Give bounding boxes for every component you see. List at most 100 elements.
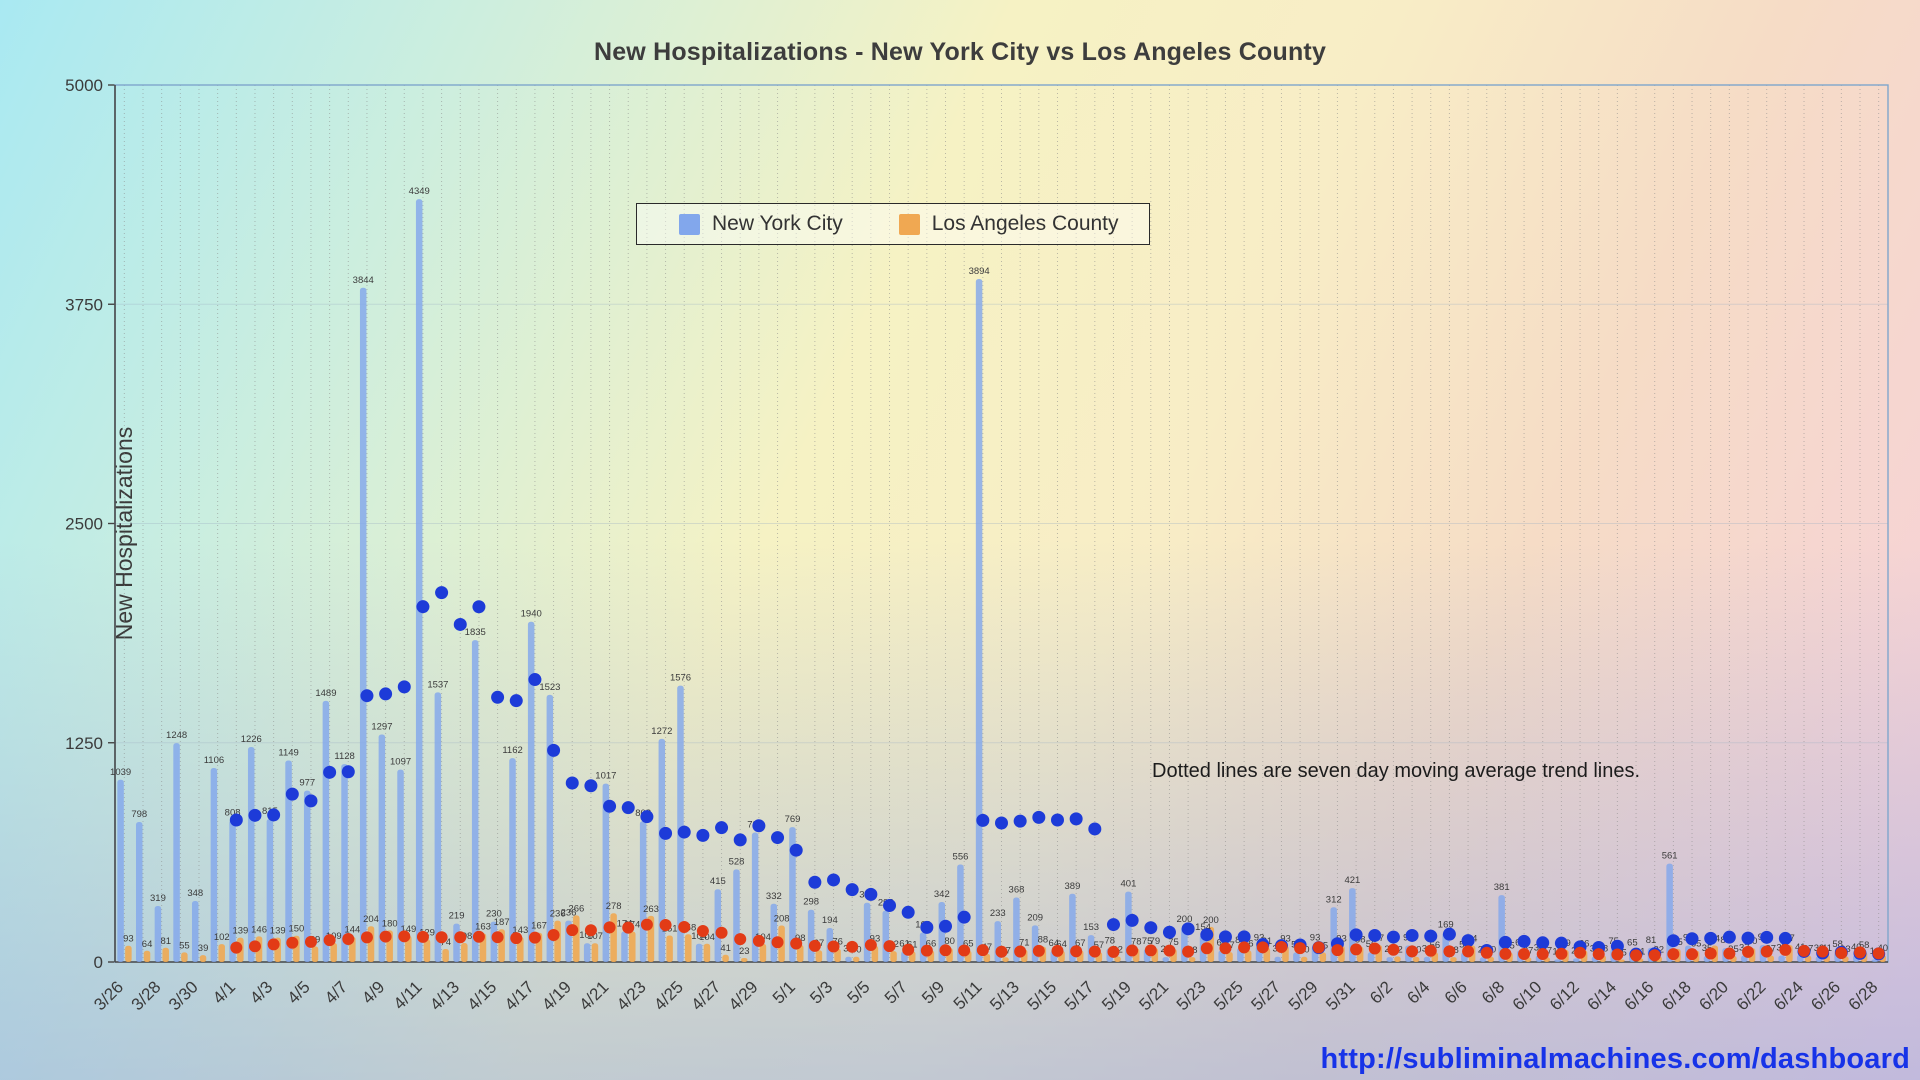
nyc-bar-value-label: 389 (1065, 881, 1081, 892)
la-trend-dot (1723, 947, 1736, 960)
la-bar (1114, 956, 1121, 962)
x-tick-label: 5/3 (806, 977, 836, 1007)
x-tick-label: 5/29 (1285, 977, 1322, 1014)
la-trend-dot (1424, 944, 1437, 957)
nyc-trend-dot (1704, 931, 1718, 945)
dashboard-url-link[interactable]: http://subliminalmachines.com/dashboard (1320, 1043, 1910, 1075)
la-trend-dot (510, 932, 523, 945)
la-bar (181, 952, 188, 962)
nyc-bar (621, 931, 628, 962)
nyc-trend-dot (771, 831, 785, 845)
la-trend-dot (1872, 947, 1885, 960)
nyc-trend-dot (621, 801, 635, 815)
la-bar (218, 944, 225, 962)
nyc-bar-value-label: 1106 (204, 755, 224, 766)
x-tick-label: 6/14 (1583, 977, 1620, 1014)
la-bar-value-label: 71 (1019, 938, 1030, 949)
nyc-bar (1349, 888, 1356, 962)
la-bar-value-label: 163 (475, 921, 491, 932)
nyc-bar-value-label: 61 (899, 938, 910, 949)
nyc-bar (1069, 893, 1076, 962)
nyc-bar (770, 903, 778, 962)
nyc-bar (714, 889, 722, 962)
nyc-bar-value-label: 233 (990, 908, 1006, 919)
nyc-bar-value-label: 4349 (409, 186, 430, 197)
la-bar-value-label: 23 (739, 946, 750, 957)
nyc-bar (1554, 959, 1561, 962)
la-bar (1188, 957, 1196, 962)
la-bar-value-label: 65 (963, 939, 974, 950)
y-tick-label: 3750 (65, 295, 103, 314)
nyc-bar-value-label: 35 (1702, 943, 1713, 954)
nyc-trend-dot (491, 690, 505, 704)
nyc-bar-value-label: 93 (1310, 933, 1321, 944)
la-trend-dot (883, 940, 896, 953)
la-trend-dot (902, 943, 915, 956)
nyc-bar-value-label: 1017 (595, 771, 616, 782)
x-tick-label: 5/9 (918, 977, 948, 1007)
la-bar (797, 944, 804, 962)
nyc-trend-dot (1181, 922, 1195, 936)
la-bar-value-label: 65 (1691, 939, 1702, 950)
nyc-bar-value-label: 1523 (539, 682, 560, 693)
la-trend-dot (939, 944, 952, 957)
la-trend-dot (1742, 945, 1755, 958)
nyc-trend-dot (715, 821, 729, 835)
x-tick-label: 4/17 (501, 977, 538, 1014)
la-trend-dot (864, 939, 877, 952)
y-tick-label: 0 (94, 953, 103, 972)
la-trend-dot (1387, 943, 1400, 956)
nyc-bar-value-label: 64 (1049, 938, 1060, 949)
la-bar (983, 953, 991, 962)
la-bar (554, 920, 561, 962)
nyc-trend-dot (1666, 934, 1680, 948)
la-trend-dot (1014, 945, 1027, 958)
la-trend-dot (304, 935, 317, 948)
la-bar-value-label: 167 (531, 921, 547, 932)
nyc-bar-value-label: 3894 (969, 266, 990, 277)
la-trend-dot (659, 919, 672, 932)
x-tick-label: 5/7 (881, 977, 911, 1007)
legend-item-la: Los Angeles County (898, 212, 1119, 236)
la-bar-value-label: 55 (179, 940, 190, 951)
la-bar-value-label: 88 (1038, 935, 1049, 946)
nyc-bar-value-label: 58 (1832, 939, 1843, 950)
la-trend-dot (1088, 945, 1101, 958)
la-bar (890, 951, 897, 962)
la-bar (1002, 957, 1009, 962)
nyc-trend-dot (640, 810, 654, 824)
la-trend-dot (846, 940, 859, 953)
la-bar-value-label: 98 (795, 933, 806, 944)
nyc-trend-dot (789, 843, 803, 857)
la-bar-value-label: 66 (926, 938, 937, 949)
x-tick-label: 4/25 (650, 977, 687, 1014)
x-tick-label: 5/31 (1322, 977, 1359, 1014)
nyc-bar-value-label: 1297 (371, 722, 392, 733)
la-bar (442, 949, 449, 962)
la-bar-value-label: 56 (1430, 940, 1441, 951)
la-trend-dot (1163, 944, 1176, 957)
x-tick-label: 3/26 (90, 977, 127, 1014)
nyc-bar-value-label: 977 (299, 778, 315, 789)
la-trend-dot (976, 944, 989, 957)
x-tick-label: 5/5 (844, 977, 874, 1007)
la-bar-value-label: 278 (606, 901, 622, 912)
nyc-trend-dot (1536, 936, 1550, 950)
nyc-trend-dot (323, 765, 337, 779)
nyc-bar (471, 640, 479, 962)
nyc-bar-value-label: 1226 (241, 734, 262, 745)
nyc-trend-dot (752, 819, 766, 833)
nyc-bar (173, 743, 180, 962)
la-bar-value-label: 64 (142, 939, 153, 950)
x-tick-label: 4/11 (390, 977, 426, 1013)
la-trend-dot (1331, 944, 1344, 957)
nyc-bar-value-label: 381 (1494, 882, 1510, 893)
la-trend-dot (1835, 946, 1848, 959)
legend-label-la: Los Angeles County (931, 212, 1119, 235)
nyc-trend-dot (229, 813, 243, 827)
la-trend-dot (1051, 944, 1064, 957)
nyc-bar-value-label: 528 (729, 856, 745, 867)
nyc-trend-dot (1517, 934, 1531, 948)
nyc-trend-dot (1088, 822, 1102, 836)
nyc-trend-dot (1368, 928, 1382, 942)
